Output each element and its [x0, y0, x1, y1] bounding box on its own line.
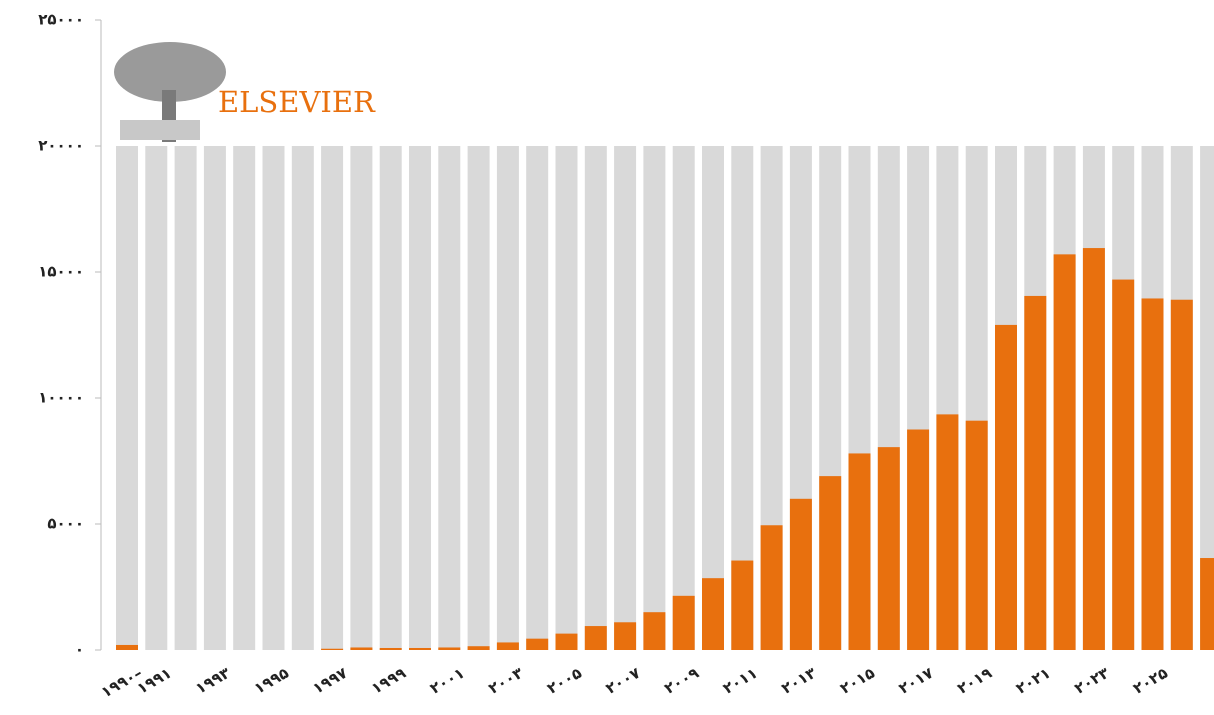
bar-background	[174, 146, 197, 650]
bar	[1053, 254, 1076, 651]
bar-background	[438, 146, 461, 650]
bar	[1024, 295, 1047, 650]
bar-background	[526, 146, 549, 650]
y-tick-label: ۱۰۰۰۰	[38, 389, 84, 407]
logo-tree	[114, 42, 226, 102]
bar	[672, 595, 695, 650]
x-tick-label: ۲۰۰۹	[661, 664, 702, 698]
bar-background	[1200, 146, 1214, 650]
bar	[877, 447, 900, 650]
bar-background	[760, 146, 783, 650]
bar	[1082, 248, 1105, 650]
x-tick-label: ۲۰۱۳	[778, 664, 819, 698]
y-tick-label: ۲۵۰۰۰	[38, 11, 84, 29]
bar-background	[643, 146, 666, 650]
bar-background	[409, 146, 431, 650]
bar-background	[379, 146, 402, 650]
x-tick-label: ۲۰۰۵	[544, 664, 585, 698]
bar	[526, 638, 549, 650]
x-tick-label: ۲۰۲۳	[1071, 664, 1112, 698]
bar	[731, 560, 754, 650]
x-tick-label: ۲۰۰۷	[603, 664, 644, 698]
bar	[907, 429, 930, 650]
bar	[1170, 299, 1193, 650]
bar-background	[555, 146, 578, 650]
bar-background	[145, 146, 168, 650]
y-tick-label: ۰	[75, 641, 84, 659]
x-tick-label: ۲۰۰۱	[427, 664, 468, 698]
bar	[965, 420, 988, 650]
y-tick-label: ۲۰۰۰۰	[38, 137, 84, 155]
x-tick-label: ۱۹۹۱	[134, 664, 175, 698]
bar-background	[731, 146, 754, 650]
x-tick-label: ۱۹۹۳	[192, 664, 233, 698]
x-tick-label: ۲۰۱۵	[837, 664, 878, 698]
bar-background	[321, 146, 344, 650]
bar-background	[203, 146, 226, 650]
bar	[409, 647, 431, 650]
x-tick-label: ۲۰۲۱	[1013, 664, 1054, 698]
y-tick-label: ۵۰۰۰	[47, 515, 84, 533]
x-tick-label: ۲۰۲۵	[1130, 664, 1171, 698]
logo-ground	[120, 120, 200, 140]
bar	[438, 647, 461, 650]
bar-background	[584, 146, 607, 650]
bar	[555, 633, 578, 650]
x-tick-label: ۲۰۰۳	[485, 664, 526, 698]
x-tick-label: ۲۰۱۱	[720, 664, 761, 698]
bar	[321, 648, 344, 650]
bar	[467, 646, 490, 650]
bar	[350, 647, 373, 650]
bar-background	[467, 146, 490, 650]
bar-background	[262, 146, 285, 650]
bar	[584, 626, 607, 650]
bar-background	[702, 146, 724, 650]
bar-background	[233, 146, 256, 650]
bar	[1200, 558, 1214, 650]
bar	[643, 612, 666, 650]
bar-background	[116, 146, 138, 650]
bar	[496, 642, 519, 650]
bar	[702, 578, 724, 650]
bar-background	[614, 146, 637, 650]
bar-background	[496, 146, 519, 650]
bar	[819, 476, 842, 650]
bar	[1112, 279, 1135, 650]
bar	[1141, 298, 1164, 650]
bar	[116, 644, 138, 650]
bar	[760, 525, 783, 650]
logo: ELSEVIER	[110, 38, 376, 146]
bar	[936, 414, 959, 650]
bar	[789, 498, 812, 650]
bar	[995, 324, 1017, 650]
x-tick-label: ۱۹۹۵	[251, 664, 292, 698]
bar	[379, 647, 402, 650]
y-tick-label: ۱۵۰۰۰	[38, 263, 84, 281]
x-tick-label: ۲۰۱۷	[896, 664, 937, 698]
bar	[614, 622, 637, 650]
bar-background	[672, 146, 695, 650]
x-tick-label: ۱۹۹۷	[310, 664, 351, 698]
bars	[116, 146, 1214, 651]
logo-text: ELSEVIER	[218, 85, 376, 119]
bar	[848, 453, 871, 650]
x-tick-label: ۱۹۹۹	[368, 664, 409, 698]
x-tick-label: ۲۰۱۹	[954, 664, 995, 698]
bar-background	[350, 146, 373, 650]
bar-background	[291, 146, 314, 650]
